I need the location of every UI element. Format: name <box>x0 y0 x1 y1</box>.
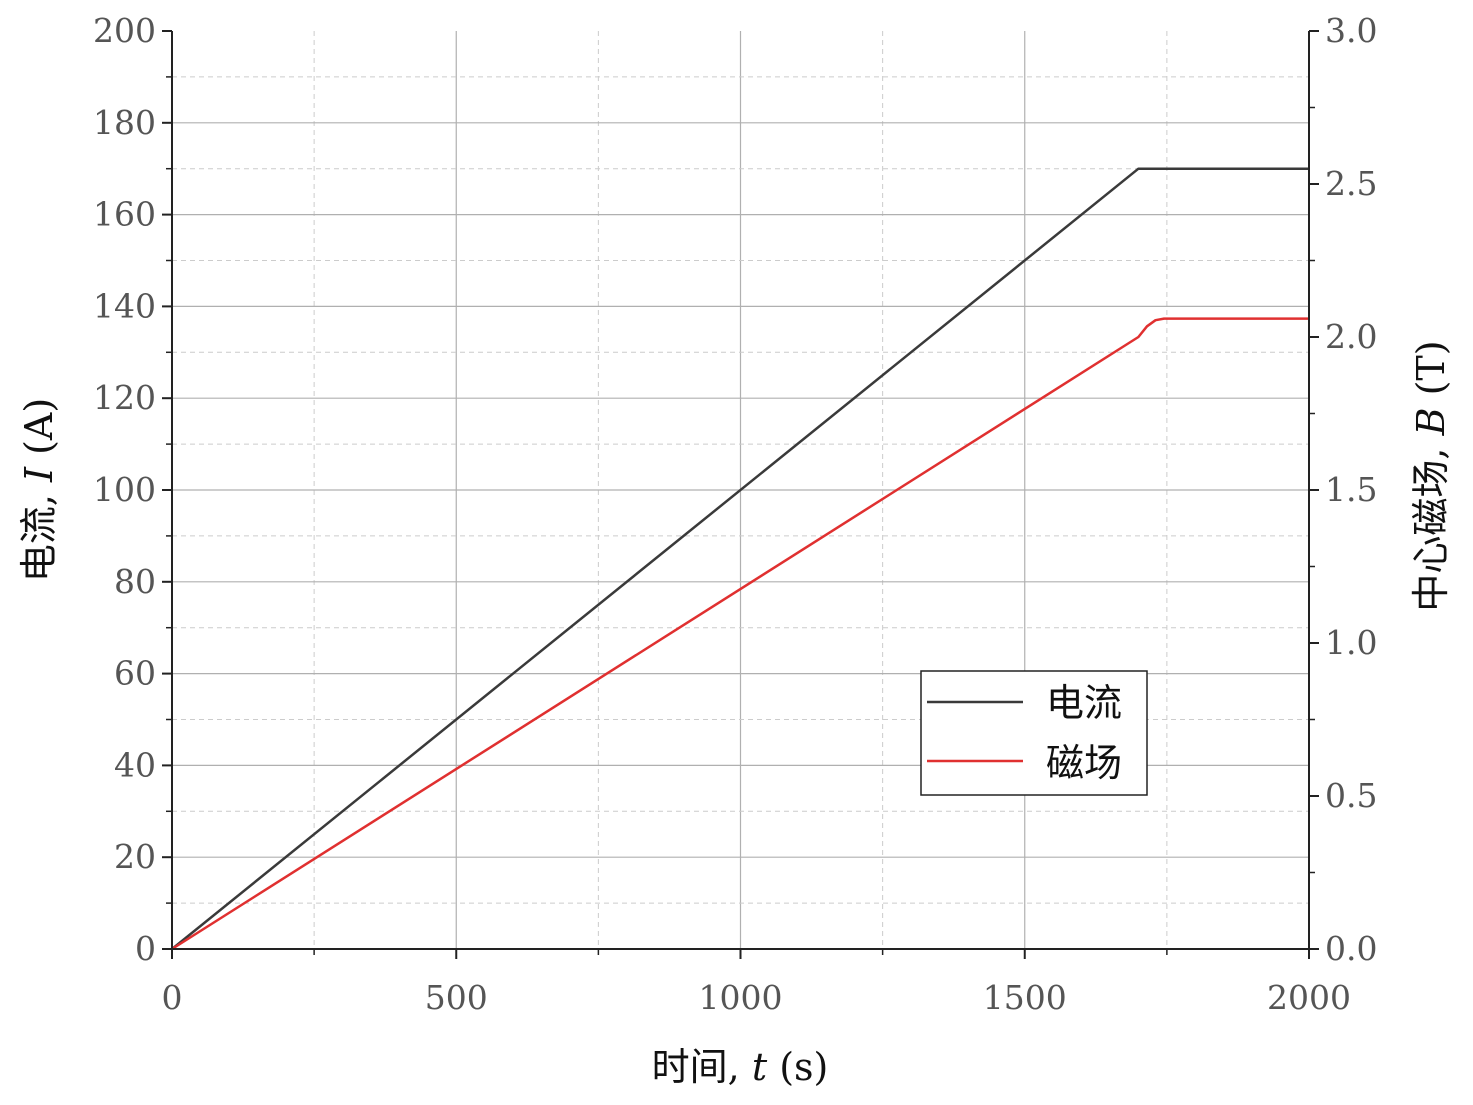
x-axis-title: 时间, t (s) <box>652 1045 829 1089</box>
y-left-axis-title: 电流, I (A) <box>17 398 61 582</box>
series-layer <box>171 167 1309 951</box>
y-right-tick-label: 1.0 <box>1325 623 1377 662</box>
series-line-current <box>171 167 1309 950</box>
y-left-tick-label: 180 <box>93 103 156 142</box>
legend-box <box>920 670 1148 796</box>
y-right-tick-label: 0.0 <box>1325 929 1377 968</box>
legend-label-field: 磁场 <box>1046 741 1122 785</box>
x-tick-label: 1500 <box>983 978 1067 1017</box>
y-left-tick-label: 20 <box>114 837 156 876</box>
x-tick-label: 500 <box>425 978 488 1017</box>
y-left-tick-label: 0 <box>135 929 156 968</box>
y-right-axis-title: 中心磁场, B (T) <box>1409 340 1453 611</box>
y-left-tick-label: 160 <box>93 195 156 234</box>
y-left-tick-label: 100 <box>93 470 156 509</box>
grid <box>172 31 1309 949</box>
x-tick-label: 2000 <box>1267 978 1351 1017</box>
y-left-tick-label: 40 <box>114 745 156 784</box>
x-tick-label: 0 <box>162 978 183 1017</box>
y-left-tick-label: 60 <box>114 654 156 693</box>
y-left-tick-label: 120 <box>93 378 156 417</box>
y-right-tick-label: 2.0 <box>1325 317 1377 356</box>
y-left-tick-label: 80 <box>114 562 156 601</box>
y-right-tick-label: 3.0 <box>1325 11 1377 50</box>
legend: 电流 磁场 <box>920 670 1148 796</box>
y-left-tick-label: 200 <box>93 11 156 50</box>
y-right-tick-label: 1.5 <box>1325 470 1377 509</box>
y-right-tick-label: 0.5 <box>1325 776 1377 815</box>
legend-label-current: 电流 <box>1046 681 1122 725</box>
x-tick-label: 1000 <box>699 978 783 1017</box>
y-right-tick-label: 2.5 <box>1325 164 1377 203</box>
series-line-field <box>171 317 1309 951</box>
ticks: 0 500 1000 1500 2000 0 20 40 60 80 100 120 140 160 180… <box>93 11 1377 1017</box>
y-left-tick-label: 140 <box>93 286 156 325</box>
